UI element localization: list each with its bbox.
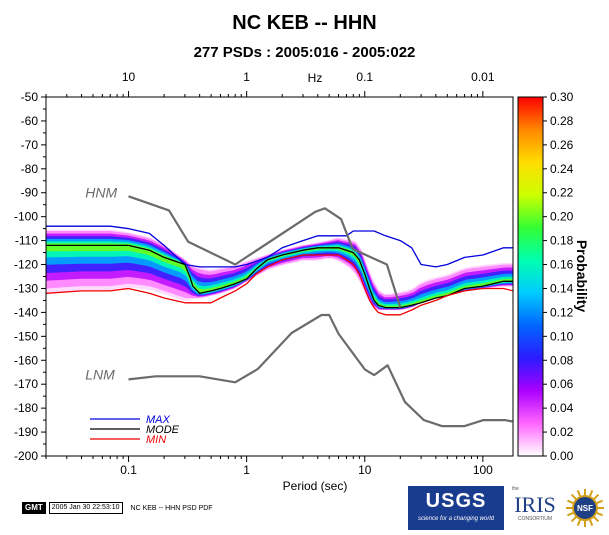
footer-stamp: GMT 2005 Jan 30 22:53:10 NC KEB -- HHN P…	[22, 502, 213, 514]
nsf-seal-icon: NSF	[566, 489, 604, 527]
colorbar-tick-label: 0.14	[550, 281, 574, 295]
legend-label-min: MIN	[146, 434, 166, 446]
colorbar-tick-label: 0.22	[550, 186, 574, 200]
x-axis: 0.1 1 10 100	[45, 456, 493, 477]
series-mode-line	[46, 244, 513, 309]
annotation-lnm: LNM	[85, 366, 115, 382]
iris-consortium: CONSORTIUM	[517, 516, 553, 522]
y-tick-label: -180	[14, 401, 38, 415]
usgs-tagline: science for a changing world	[417, 516, 495, 522]
y-tick-label: -190	[14, 425, 38, 439]
series-hnm-line	[128, 195, 402, 308]
y-tick-label: -140	[14, 305, 38, 319]
top-tick-label: 0.1	[356, 70, 373, 84]
x-axis-label: Period (sec)	[283, 479, 348, 493]
colorbar-tick-label: 0.24	[550, 162, 574, 176]
chart-subtitle: 277 PSDs : 2005:016 - 2005:022	[193, 44, 416, 61]
iris-prefix: the	[512, 486, 519, 492]
y-tick-label: -50	[21, 90, 39, 104]
y-tick-label: -160	[14, 353, 38, 367]
colorbar-ramp	[517, 96, 544, 457]
colorbar-tick-label: 0.16	[550, 258, 574, 272]
colorbar-tick-label: 0.20	[550, 210, 574, 224]
y-tick-label: -170	[14, 377, 38, 391]
colorbar-tick-label: 0.00	[550, 449, 574, 463]
colorbar-tick-label: 0.06	[550, 377, 574, 391]
curves-layer	[46, 195, 513, 428]
legend-label-max: MAX	[146, 414, 171, 426]
colorbar-tick-label: 0.18	[550, 234, 574, 248]
colorbar-tick-label: 0.26	[550, 138, 574, 152]
y-tick-label: -70	[21, 138, 39, 152]
colorbar-tick-label: 0.30	[550, 90, 574, 104]
colorbar: 0.30 0.28 0.26 0.24 0.22 0.20 0.18 0.16 0.14 0.12…	[517, 90, 574, 463]
y-tick-label: -90	[21, 186, 39, 200]
usgs-logo: USGS science for a changing world	[408, 486, 504, 530]
probability-density	[46, 229, 513, 311]
colorbar-tick-label: 0.02	[550, 425, 574, 439]
series-lnm-line	[128, 313, 513, 428]
nsf-text: NSF	[577, 504, 593, 513]
legend-label-mode: MODE	[146, 424, 180, 436]
colorbar-label: Probability	[574, 240, 590, 313]
x-tick-label: 100	[473, 463, 493, 477]
top-axis-label: Hz	[308, 71, 323, 85]
chart-title: NC KEB -- HHN	[232, 12, 377, 34]
timestamp: 2005 Jan 30 22:53:10	[48, 502, 123, 514]
top-frequency-axis: 10 1 0.1 0.01	[45, 70, 495, 97]
usgs-logo-text: USGS	[425, 490, 487, 512]
top-tick-label: 0.01	[471, 70, 495, 84]
gmt-logo: GMT	[22, 502, 46, 514]
iris-logo: the IRIS CONSORTIUM	[510, 486, 560, 530]
y-tick-label: -150	[14, 329, 38, 343]
y-tick-label: -130	[14, 281, 38, 295]
top-tick-label: 10	[122, 70, 136, 84]
y-tick-label: -120	[14, 258, 38, 272]
y-axis: -50 -60 -70 -80 -90 -100 -110 -120 -130 -140 -150 -…	[14, 90, 46, 463]
noise-model-labels: HNM LNM	[85, 185, 117, 383]
series-min-line	[46, 254, 513, 316]
x-tick-label: 1	[243, 463, 250, 477]
colorbar-tick-label: 0.12	[550, 305, 574, 319]
legend-box	[88, 414, 174, 448]
y-tick-label: -200	[14, 449, 38, 463]
density-band-6	[46, 243, 513, 308]
top-tick-label: 1	[243, 70, 250, 84]
y-tick-label: -80	[21, 162, 39, 176]
y-tick-label: -60	[21, 114, 39, 128]
x-tick-label: 10	[358, 463, 372, 477]
annotation-hnm: HNM	[85, 185, 117, 201]
colorbar-tick-label: 0.04	[550, 401, 574, 415]
colorbar-tick-label: 0.10	[550, 329, 574, 343]
colorbar-tick-label: 0.08	[550, 353, 574, 367]
series-max-line	[46, 225, 513, 268]
x-tick-label: 0.1	[120, 463, 137, 477]
footer-caption: NC KEB -- HHN PSD PDF	[130, 504, 213, 512]
y-tick-label: -110	[15, 234, 38, 248]
colorbar-tick-label: 0.28	[550, 114, 574, 128]
y-tick-label: -100	[14, 210, 38, 224]
nsf-logo: NSF	[564, 486, 606, 530]
iris-logo-text: IRIS	[514, 492, 556, 517]
